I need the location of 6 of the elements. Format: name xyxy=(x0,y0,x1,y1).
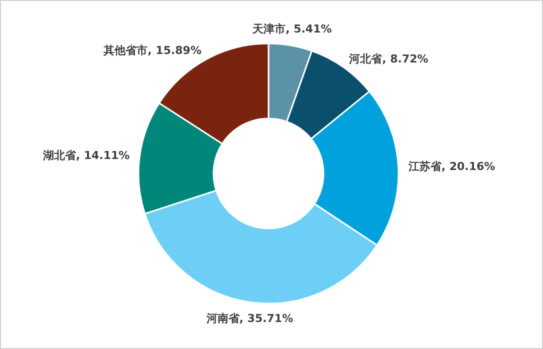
slice-label: 其他省市, 15.89% xyxy=(102,44,202,58)
slice-label: 河南省, 35.71% xyxy=(205,312,294,326)
slice-label: 江苏省, 20.16% xyxy=(407,160,496,174)
slice-label: 河北省, 8.72% xyxy=(348,52,428,66)
slice-label: 天津市, 5.41% xyxy=(252,22,332,36)
slice-label: 湖北省, 14.11% xyxy=(42,148,130,162)
